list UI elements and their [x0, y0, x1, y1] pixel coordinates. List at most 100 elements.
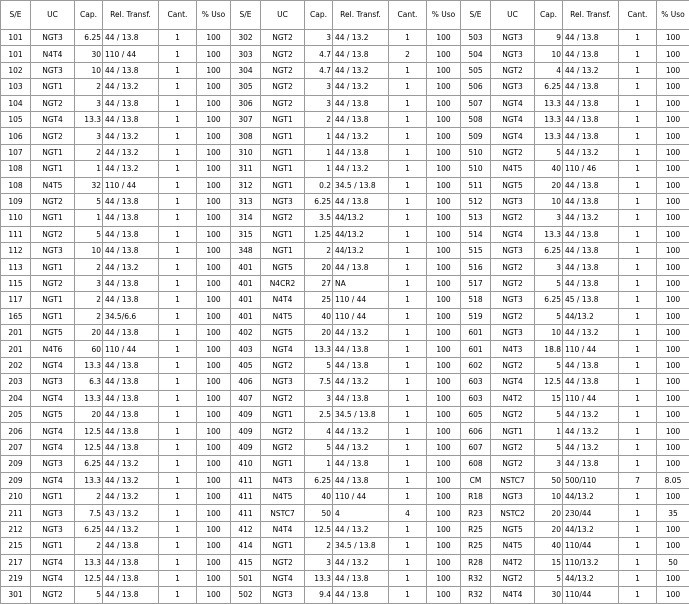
table-cell: NGT2	[490, 209, 535, 227]
table-cell: 44 / 13.8	[562, 356, 619, 375]
table-cell: 100	[196, 569, 231, 588]
table-cell: 1	[158, 192, 197, 211]
table-cell: 44 / 13.8	[102, 110, 159, 129]
table-cell: 44 / 13.8	[562, 373, 619, 391]
table-cell: 1	[158, 405, 197, 424]
table-cell: 44 / 13.2	[562, 143, 619, 162]
table-cell: 30	[534, 586, 563, 604]
table-cell: 18.8	[534, 340, 563, 358]
table-cell: 100	[196, 78, 231, 96]
table-cell: 1	[618, 176, 657, 194]
table-cell: 44 / 13.8	[102, 192, 159, 211]
table-cell: 110 / 44	[332, 307, 389, 326]
table-cell: 1	[618, 438, 657, 457]
table-cell: 6.25	[534, 78, 563, 96]
table-cell: 1	[618, 291, 657, 309]
table-cell: 44 / 13.8	[102, 422, 159, 440]
table-cell: NGT4	[260, 340, 305, 358]
table-cell: NGT3	[30, 520, 75, 539]
table-cell: 2	[304, 242, 333, 260]
column-header: % Uso	[196, 0, 231, 30]
table-cell: 1	[618, 356, 657, 375]
table-cell: NGT2	[30, 192, 75, 211]
table-cell: 40	[304, 487, 333, 506]
table-cell: 43 / 13.2	[102, 504, 159, 522]
table-cell: 100	[196, 225, 231, 244]
table-row: 204 NGT4 13.3 44 / 13.8 1 100 407 NGT2 3 44 / 13.…	[0, 389, 689, 407]
table-cell: 1	[304, 143, 333, 162]
table-cell: 401	[230, 291, 261, 309]
table-cell: 209	[0, 455, 31, 473]
table-cell: 1	[388, 520, 427, 539]
table-cell: 311	[230, 160, 261, 178]
table-cell: 3	[74, 274, 103, 293]
table-cell: 219	[0, 569, 31, 588]
table-cell: 1	[158, 455, 197, 473]
table-cell: 100	[656, 291, 689, 309]
table-cell: 1	[618, 405, 657, 424]
table-row: 110 NGT1 1 44 / 13.8 1 100 314 NGT2 3.5 44/13.2 1 1…	[0, 209, 689, 227]
table-cell: 44/13.2	[332, 225, 389, 244]
table-cell: 315	[230, 225, 261, 244]
table-cell: 100	[426, 110, 461, 129]
table-cell: 100	[196, 438, 231, 457]
table-cell: 314	[230, 209, 261, 227]
table-cell: 5	[304, 438, 333, 457]
table-cell: 1	[388, 225, 427, 244]
table-cell: 1	[618, 61, 657, 80]
table-cell: 100	[426, 504, 461, 522]
table-cell: 50	[304, 504, 333, 522]
table-cell: 44 / 13.2	[102, 143, 159, 162]
table-cell: 100	[426, 487, 461, 506]
table-cell: 15	[534, 553, 563, 571]
table-cell: 100	[196, 553, 231, 571]
table-cell: 12.5	[534, 373, 563, 391]
table-row: 112 NGT3 10 44 / 13.8 1 100 348 NGT1 2 44/13.2 1 10…	[0, 242, 689, 260]
table-cell: 1	[618, 389, 657, 407]
table-cell: 13.3	[74, 471, 103, 489]
table-cell: NGT3	[490, 324, 535, 342]
table-cell: 44/13.2	[562, 569, 619, 588]
table-cell: 509	[460, 127, 491, 145]
table-cell: 100	[656, 45, 689, 63]
table-cell: NGT5	[260, 258, 305, 276]
table-cell: 10	[74, 61, 103, 80]
table-cell: 5	[534, 569, 563, 588]
table-cell: 100	[196, 340, 231, 358]
table-row: 105 NGT4 13.3 44 / 13.8 1 100 307 NGT1 2 44 / 13.…	[0, 110, 689, 129]
table-cell: 44 / 13.8	[102, 61, 159, 80]
table-cell: 100	[196, 61, 231, 80]
table-cell: 212	[0, 520, 31, 539]
table-cell: 100	[196, 455, 231, 473]
table-cell: 110/44	[562, 537, 619, 555]
table-cell: 60	[74, 340, 103, 358]
table-cell: 204	[0, 389, 31, 407]
table-cell: 34.5 / 13.8	[332, 537, 389, 555]
table-cell: 607	[460, 438, 491, 457]
table-cell: 305	[230, 78, 261, 96]
table-cell: 5	[534, 356, 563, 375]
table-cell: 100	[656, 487, 689, 506]
table-cell: 100	[656, 405, 689, 424]
table-row: 210 NGT1 2 44 / 13.2 1 100 411 N4T5 40 110 / 44 1 1…	[0, 487, 689, 506]
table-cell: 1	[158, 487, 197, 506]
column-header: UC	[30, 0, 75, 30]
table-cell: 34.5 / 13.8	[332, 405, 389, 424]
table-cell: NGT2	[30, 127, 75, 145]
table-cell: 510	[460, 143, 491, 162]
table-cell: 44 / 13.8	[102, 225, 159, 244]
table-cell: 209	[0, 471, 31, 489]
column-header: S/E	[0, 0, 31, 30]
table-cell: 1	[534, 422, 563, 440]
table-cell: 1	[158, 45, 197, 63]
table-cell: NGT1	[30, 78, 75, 96]
table-cell: 100	[196, 504, 231, 522]
table-cell: 605	[460, 405, 491, 424]
table-cell: NGT3	[490, 242, 535, 260]
table-cell: NGT1	[30, 160, 75, 178]
table-cell: 44 / 13.8	[332, 192, 389, 211]
table-cell: 100	[196, 94, 231, 112]
table-cell: 201	[0, 340, 31, 358]
table-cell: 603	[460, 373, 491, 391]
